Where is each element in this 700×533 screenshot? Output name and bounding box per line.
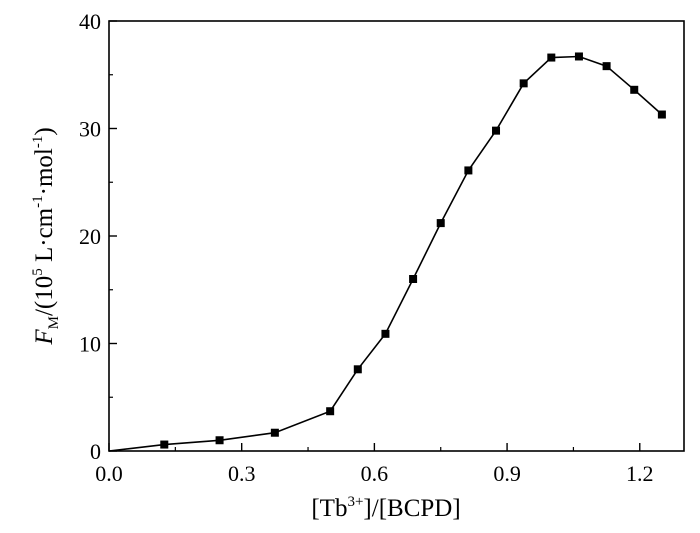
data-point: [436, 219, 445, 228]
x-axis-label: [Tb3+]/[BCPD]: [311, 494, 460, 522]
series-line: [108, 55, 663, 452]
data-point: [409, 275, 418, 283]
data-point: [519, 79, 528, 88]
data-point: [492, 126, 501, 135]
data-point: [574, 52, 583, 61]
y-axis-tick-labels: 0 10 20 30 40: [79, 9, 101, 464]
data-point: [353, 365, 362, 374]
plot-frame: [108, 20, 685, 452]
data-point: [381, 329, 390, 338]
data-point: [547, 53, 556, 62]
series-markers: [160, 52, 666, 449]
data-point: [215, 436, 224, 445]
data-point: [657, 110, 666, 119]
x-tick-label: 0.9: [493, 461, 521, 486]
data-point: [270, 428, 279, 437]
y-tick-label: 0: [90, 439, 101, 464]
x-tick-label: 0.3: [228, 461, 256, 486]
data-point: [326, 407, 335, 416]
x-axis-ticks: [108, 443, 641, 451]
data-point: [602, 62, 611, 71]
y-axis-ticks: [109, 20, 117, 452]
x-tick-label: 1.2: [626, 461, 654, 486]
x-tick-label: 0.0: [95, 461, 123, 486]
y-tick-label: 40: [79, 9, 101, 34]
y-axis-label: FM/(105 L·cm-1·mol-1): [30, 127, 62, 345]
y-tick-label: 30: [79, 117, 101, 142]
y-tick-label: 20: [79, 224, 101, 249]
y-tick-label: 10: [79, 332, 101, 357]
x-axis-tick-labels: 0.0 0.3 0.6 0.9 1.2: [95, 461, 653, 486]
x-tick-label: 0.6: [361, 461, 389, 486]
data-point: [464, 166, 473, 175]
data-point: [160, 440, 169, 449]
data-point: [630, 85, 639, 94]
